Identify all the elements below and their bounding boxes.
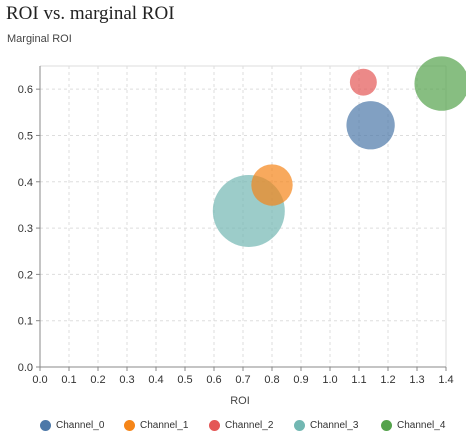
legend-label: Channel_2 — [225, 420, 274, 431]
x-tick-label: 0.1 — [61, 374, 76, 386]
legend-item-channel-0[interactable]: Channel_0 — [40, 420, 104, 431]
legend-label: Channel_0 — [56, 420, 105, 431]
x-tick-label: 0.7 — [235, 374, 250, 386]
y-tick-label: 0.4 — [18, 177, 33, 189]
x-tick-label: 0.6 — [206, 374, 221, 386]
x-tick-label: 1.4 — [438, 374, 453, 386]
y-tick-label: 0.0 — [18, 362, 33, 374]
y-tick-label: 0.1 — [18, 316, 33, 328]
legend-item-channel-2[interactable]: Channel_2 — [209, 420, 273, 431]
legend-swatch — [40, 420, 51, 431]
x-axis-label: ROI — [230, 395, 250, 407]
x-tick-label: 0.0 — [32, 374, 47, 386]
x-tick-label: 1.0 — [322, 374, 337, 386]
y-tick-label: 0.6 — [18, 84, 33, 96]
legend-swatch — [294, 420, 305, 431]
x-tick-label: 0.3 — [119, 374, 134, 386]
bubble-channel-0[interactable] — [346, 101, 395, 150]
legend: Channel_0 Channel_1 Channel_2 Channel_3 Chan… — [0, 420, 466, 438]
bubble-channel-1[interactable] — [251, 164, 293, 206]
y-tick-label: 0.3 — [18, 223, 33, 235]
legend-item-channel-4[interactable]: Channel_4 — [381, 420, 445, 431]
legend-label: Channel_1 — [140, 420, 189, 431]
x-tick-label: 1.1 — [351, 374, 366, 386]
x-tick-label: 0.4 — [148, 374, 163, 386]
x-tick-label: 1.3 — [409, 374, 424, 386]
y-tick-label: 0.2 — [18, 269, 33, 281]
legend-swatch — [381, 420, 392, 431]
x-tick-label: 0.9 — [293, 374, 308, 386]
x-tick-label: 0.5 — [177, 374, 192, 386]
y-tick-label: 0.5 — [18, 130, 33, 142]
y-axis-label: Marginal ROI — [7, 33, 72, 45]
legend-swatch — [124, 420, 135, 431]
legend-label: Channel_4 — [397, 420, 446, 431]
x-tick-label: 1.2 — [380, 374, 395, 386]
legend-swatch — [209, 420, 220, 431]
bubbles — [212, 56, 466, 247]
axes: 0.0 0.1 0.2 0.3 0.4 0.5 0.6 0.7 0.8 0.9 1.0 1.1 1.2 1… — [18, 66, 454, 386]
scatter-plot: 0.0 0.1 0.2 0.3 0.4 0.5 0.6 0.7 0.8 0.9 1.0 1.1 1.2 1… — [18, 56, 466, 407]
legend-item-channel-1[interactable]: Channel_1 — [124, 420, 188, 431]
legend-label: Channel_3 — [310, 420, 359, 431]
bubble-channel-4[interactable] — [414, 56, 466, 111]
chart-title: ROI vs. marginal ROI — [6, 3, 175, 24]
x-tick-label: 0.2 — [90, 374, 105, 386]
legend-item-channel-3[interactable]: Channel_3 — [294, 420, 358, 431]
bubble-channel-2[interactable] — [349, 68, 377, 96]
x-tick-label: 0.8 — [264, 374, 279, 386]
